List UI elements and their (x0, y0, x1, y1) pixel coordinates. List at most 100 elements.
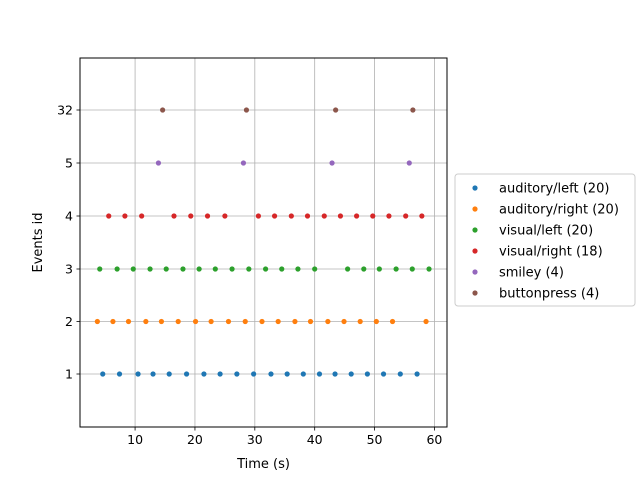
legend-label: visual/right (18) (499, 245, 603, 260)
legend-box (454, 173, 636, 307)
event-point (353, 213, 360, 219)
event-point (242, 318, 248, 325)
event-point (300, 371, 306, 377)
event-point (397, 371, 403, 377)
event-point (229, 266, 235, 272)
event-point (188, 213, 194, 219)
event-point (196, 266, 202, 272)
legend-marker (472, 227, 478, 233)
event-point (114, 266, 120, 272)
event-point (361, 266, 367, 272)
event-point (370, 213, 376, 219)
event-point (259, 318, 265, 325)
event-point (262, 266, 269, 272)
legend-marker (472, 269, 478, 275)
event-point (212, 266, 218, 272)
event-point (175, 318, 181, 325)
event-point (423, 318, 429, 325)
event-point (160, 107, 166, 113)
event-point (234, 371, 240, 377)
event-point (345, 266, 351, 272)
event-point (251, 371, 257, 377)
event-point (192, 318, 199, 325)
grid-lines (80, 58, 447, 427)
event-point (373, 318, 379, 325)
event-point (292, 318, 298, 325)
event-point (341, 318, 347, 325)
y-tick-label: 2 (65, 314, 73, 329)
legend-marker (472, 290, 478, 296)
event-point (389, 318, 396, 325)
event-point (106, 213, 112, 219)
event-point (255, 213, 262, 219)
x-tick-label: 30 (247, 432, 263, 447)
event-point (288, 213, 294, 219)
event-point (130, 266, 136, 272)
x-axis-title: Time (s) (236, 457, 290, 472)
y-axis-title: Events id (31, 212, 46, 272)
event-point (225, 318, 232, 325)
event-point (337, 213, 344, 219)
x-axis: 10 20 30 40 50 60 (127, 427, 442, 447)
legend-marker (472, 185, 478, 191)
event-point (312, 266, 318, 272)
event-point (410, 107, 416, 113)
event-point (180, 266, 186, 272)
event-point (284, 371, 290, 377)
event-point (110, 318, 116, 325)
x-tick-label: 60 (426, 432, 442, 447)
y-tick-label: 3 (65, 262, 73, 277)
event-point (271, 213, 278, 219)
x-tick-label: 50 (367, 432, 383, 447)
event-point (364, 371, 370, 377)
event-point (409, 266, 415, 272)
event-point (321, 213, 327, 219)
y-tick-label: 1 (65, 367, 73, 382)
event-point (279, 266, 285, 272)
event-point (243, 107, 250, 113)
legend-label: visual/left (20) (499, 224, 593, 239)
event-point (155, 160, 162, 166)
event-point (201, 371, 207, 377)
event-point (414, 371, 420, 377)
event-point (268, 371, 274, 377)
event-point (348, 371, 354, 377)
x-tick-label: 20 (187, 432, 203, 447)
event-point (316, 371, 323, 377)
event-point (333, 107, 339, 113)
event-point (208, 318, 214, 325)
event-point (295, 266, 301, 272)
event-point (147, 266, 153, 272)
event-point (304, 213, 311, 219)
y-tick-label: 32 (57, 103, 73, 118)
event-point (94, 318, 100, 325)
event-point (97, 266, 103, 272)
event-point (150, 371, 156, 377)
event-point (166, 371, 172, 377)
y-tick-label: 4 (65, 209, 73, 224)
legend-label: auditory/left (20) (499, 182, 609, 197)
x-tick-label: 10 (127, 432, 143, 447)
event-point (122, 213, 128, 219)
legend-label: smiley (4) (499, 266, 564, 281)
event-point (240, 160, 247, 166)
legend: auditory/left (20) auditory/right (20) vis… (454, 173, 636, 307)
event-point (275, 318, 281, 325)
event-point (183, 371, 190, 377)
event-point (419, 213, 425, 219)
plot-frame (79, 57, 448, 428)
event-point (100, 371, 106, 377)
legend-marker (472, 248, 478, 254)
event-point (217, 371, 223, 377)
event-point (143, 318, 149, 325)
legend-label: buttonpress (4) (499, 287, 599, 302)
event-point (163, 266, 169, 272)
event-point (246, 266, 252, 272)
y-tick-label: 5 (65, 156, 73, 171)
event-point (325, 318, 331, 325)
event-point (307, 318, 314, 325)
event-point (393, 266, 399, 272)
event-point (139, 213, 145, 219)
event-point (386, 213, 392, 219)
